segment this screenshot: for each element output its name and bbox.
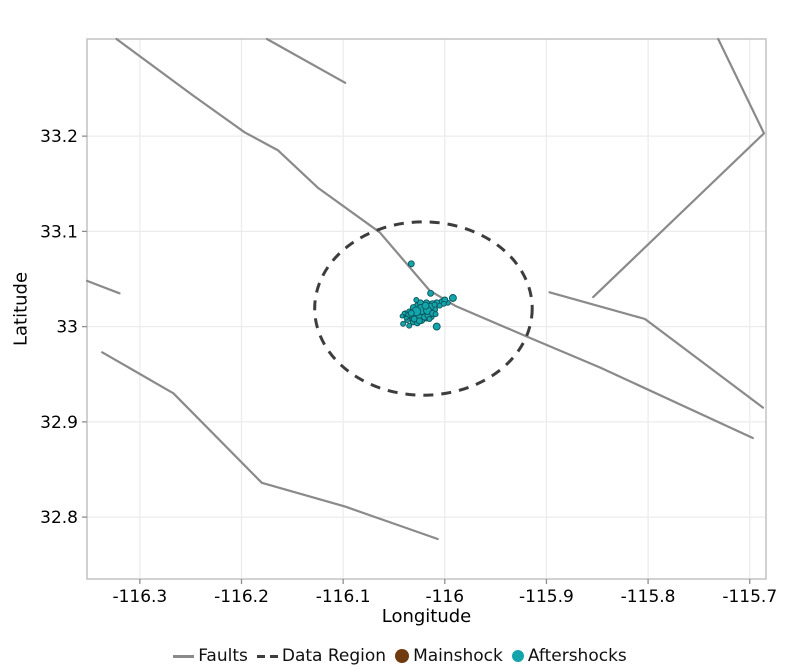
y-axis-title: Latitude: [10, 271, 32, 347]
scatter-map-plot: -116.3 -116.2 -116.1 -116 -115.9 -115.8 -115.7…: [40, 37, 777, 607]
legend-label-faults: Faults: [198, 646, 248, 666]
y-tick-label: 33.2: [40, 127, 78, 147]
fault-line: [101, 351, 439, 541]
legend: Faults Data Region Mainshock Aftershocks: [0, 644, 800, 668]
aftershock-point: [406, 322, 413, 329]
x-tick-label: -116: [425, 587, 464, 607]
x-tick-label: -115.7: [722, 587, 777, 607]
legend-item-aftershocks: Aftershocks: [511, 646, 627, 666]
legend-label-aftershocks: Aftershocks: [527, 646, 627, 666]
aftershock-point: [407, 260, 415, 268]
legend-item-data-region: Data Region: [256, 646, 387, 666]
y-tick-label: 33: [56, 318, 78, 338]
aftershock-point: [413, 297, 420, 303]
fault-line: [115, 37, 754, 440]
aftershock-point: [448, 294, 457, 302]
x-tick-label: -115.8: [621, 587, 676, 607]
aftershock-point: [432, 322, 441, 331]
aftershock-point: [440, 300, 447, 307]
aftershock-point: [415, 317, 423, 325]
data-region-ellipse: [313, 220, 534, 397]
legend-item-mainshock: Mainshock: [395, 646, 503, 666]
x-tick-label: -116.2: [214, 587, 269, 607]
aftershock-point: [432, 311, 439, 318]
x-axis-title: Longitude: [381, 606, 472, 627]
panel-border: [86, 38, 767, 580]
aftershock-point: [427, 289, 435, 297]
y-tick-label: 32.8: [40, 508, 78, 528]
legend-label-data-region: Data Region: [281, 646, 387, 666]
fault-line: [592, 37, 766, 299]
aftershock-point: [403, 315, 409, 321]
mainshock-dot-swatch: [395, 649, 410, 663]
aftershock-point: [407, 309, 415, 317]
aftershock-point: [399, 313, 405, 319]
aftershock-point: [421, 301, 430, 310]
x-tick-label: -116.1: [316, 587, 371, 607]
aftershock-point: [400, 320, 407, 327]
y-tick-label: 33.1: [40, 222, 78, 242]
x-tick-label: -116.3: [112, 587, 167, 607]
dashed-line-swatch: [256, 654, 278, 658]
fault-line: [85, 279, 121, 295]
aftershock-dot-swatch: [511, 650, 524, 662]
legend-item-faults: Faults: [173, 646, 248, 666]
fault-line-swatch: [173, 654, 195, 658]
fault-line: [548, 291, 765, 409]
aftershock-point: [431, 301, 438, 308]
aftershock-point: [426, 316, 433, 322]
legend-label-mainshock: Mainshock: [413, 646, 503, 666]
x-tick-label: -115.9: [519, 587, 574, 607]
fault-line: [265, 37, 347, 84]
y-tick-label: 32.9: [40, 413, 78, 433]
